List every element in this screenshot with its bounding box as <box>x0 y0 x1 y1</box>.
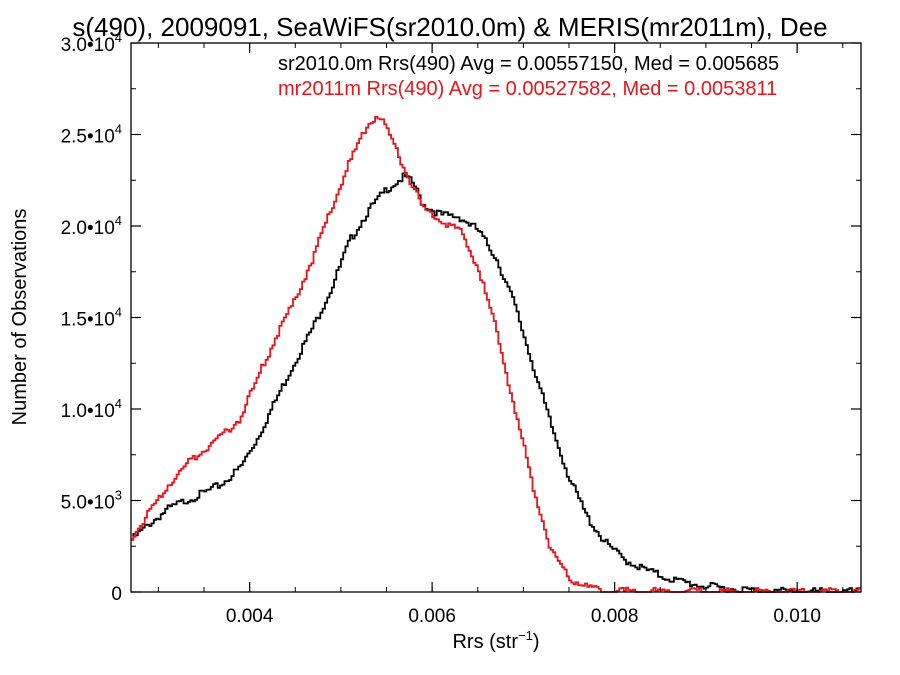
x-axis-label-close: ) <box>533 631 540 653</box>
y-tick-label: 3.0•104 <box>61 30 122 56</box>
y-tick-mantissa: 2.5•10 <box>61 127 115 148</box>
x-tick-label: 0.008 <box>591 606 639 627</box>
x-axis: 0.004 0.006 0.008 0.010 <box>157 43 844 627</box>
y-axis: 05.0•1031.0•1041.5•1042.0•1042.5•1043.0•… <box>61 30 861 605</box>
x-axis-label-text: Rrs (str <box>452 631 518 653</box>
y-tick-exponent: 4 <box>115 122 122 137</box>
y-tick-label: 2.0•104 <box>61 213 122 239</box>
y-tick-exponent: 4 <box>115 396 122 411</box>
y-tick-label: 5.0•103 <box>61 488 122 514</box>
y-tick-mantissa: 1.0•10 <box>61 401 115 422</box>
x-axis-label: Rrs (str−1) <box>452 628 539 653</box>
y-tick-mantissa: 3.0•10 <box>61 35 115 56</box>
x-tick-label: 0.010 <box>773 606 821 627</box>
x-tick-label: 0.004 <box>226 606 274 627</box>
y-tick-mantissa: 5.0•10 <box>61 493 115 514</box>
y-tick-mantissa: 0 <box>111 584 122 605</box>
y-tick-label: 2.5•104 <box>61 122 122 148</box>
chart-title: s(490), 2009091, SeaWiFS(sr2010.0m) & ME… <box>72 12 827 42</box>
legend-entry: mr2011m Rrs(490) Avg = 0.00527582, Med =… <box>278 78 777 100</box>
legend-entry: sr2010.0m Rrs(490) Avg = 0.00557150, Med… <box>278 53 779 75</box>
y-axis-label: Number of Observations <box>9 209 31 426</box>
y-tick-exponent: 4 <box>115 30 122 45</box>
x-axis-label-exponent: −1 <box>518 628 533 643</box>
y-tick-mantissa: 2.0•10 <box>61 218 115 239</box>
y-tick-exponent: 4 <box>115 305 122 320</box>
legend: sr2010.0m Rrs(490) Avg = 0.00557150, Med… <box>278 53 779 100</box>
y-tick-exponent: 3 <box>115 488 122 503</box>
y-tick-exponent: 4 <box>115 213 122 228</box>
x-tick-label: 0.006 <box>408 606 456 627</box>
y-tick-label: 0 <box>111 584 122 605</box>
y-tick-label: 1.5•104 <box>61 305 122 331</box>
y-tick-label: 1.0•104 <box>61 396 122 422</box>
y-tick-mantissa: 1.5•10 <box>61 310 115 331</box>
